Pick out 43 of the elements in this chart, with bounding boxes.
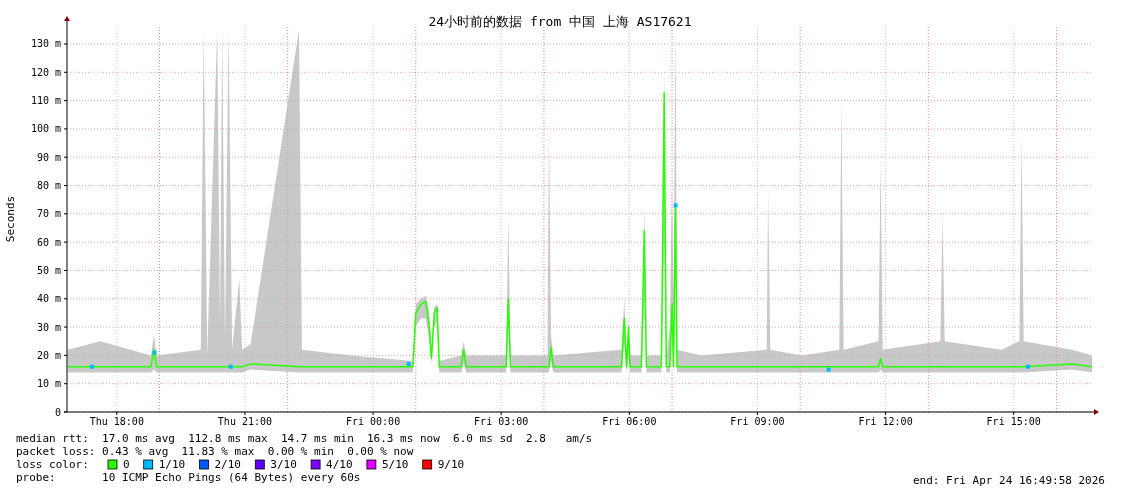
y-tick-label: 20 m: [36, 349, 61, 361]
y-tick-label: 100 m: [30, 123, 61, 135]
x-tick-label: Fri 15:00: [986, 416, 1041, 427]
y-tick-label: 40 m: [36, 293, 61, 305]
legend-label: 2/10: [214, 458, 241, 471]
y-tick-label: 60 m: [36, 236, 61, 248]
x-tick-label: Thu 21:00: [217, 416, 273, 427]
y-tick-label: 90 m: [36, 151, 61, 163]
text: probe: 10 ICMP Echo Pings (64 Bytes) every 60s: [16, 471, 361, 484]
legend-label: 0: [123, 458, 130, 471]
x-tick-label: Fri 09:00: [730, 416, 785, 427]
legend-label: 3/10: [270, 458, 297, 471]
point: [89, 364, 94, 369]
legend-label: 5/10: [381, 458, 409, 471]
text: end: Fri Apr 24 16:49:58 2026: [912, 474, 1105, 487]
point: [1025, 364, 1030, 369]
y-axis-title: Seconds: [4, 195, 17, 243]
y-tick-label: 0: [54, 406, 61, 418]
y-tick-label: 120 m: [30, 66, 61, 78]
y-tick-label: 50 m: [36, 264, 61, 276]
point: [228, 364, 233, 369]
y-tick-label: 130 m: [30, 38, 61, 50]
point: [406, 361, 411, 366]
x-tick-label: Fri 06:00: [602, 416, 657, 427]
point: [826, 367, 831, 372]
y-tick-label: 10 m: [36, 378, 61, 390]
point: [152, 350, 157, 355]
text: packet loss: 0.43 % avg 11.83 % max 0.00 % min 0.00 % now: [16, 445, 414, 458]
legend-label: 1/10: [158, 458, 186, 471]
x-tick-label: Fri 03:00: [474, 416, 529, 427]
legend-title: loss color:: [16, 458, 89, 471]
x-tick-label: Thu 18:00: [89, 416, 144, 427]
point: [673, 203, 678, 208]
x-tick-label: Fri 00:00: [345, 416, 401, 427]
x-tick-label: Fri 12:00: [858, 416, 913, 427]
y-tick-label: 30 m: [36, 321, 61, 333]
text: median rtt: 17.0 ms avg 112.8 ms max 14.7 ms min 16.3 ms now 6.0 ms sd 2.8 am/s: [16, 432, 593, 445]
legend-label: 4/10: [326, 458, 353, 471]
y-tick-label: 110 m: [30, 95, 61, 107]
y-tick-label: 70 m: [36, 208, 61, 220]
y-tick-label: 80 m: [36, 180, 61, 192]
legend-label: 9/10: [437, 458, 465, 471]
chart-title: 24小时前的数据 from 中国 上海 AS17621: [428, 14, 692, 29]
